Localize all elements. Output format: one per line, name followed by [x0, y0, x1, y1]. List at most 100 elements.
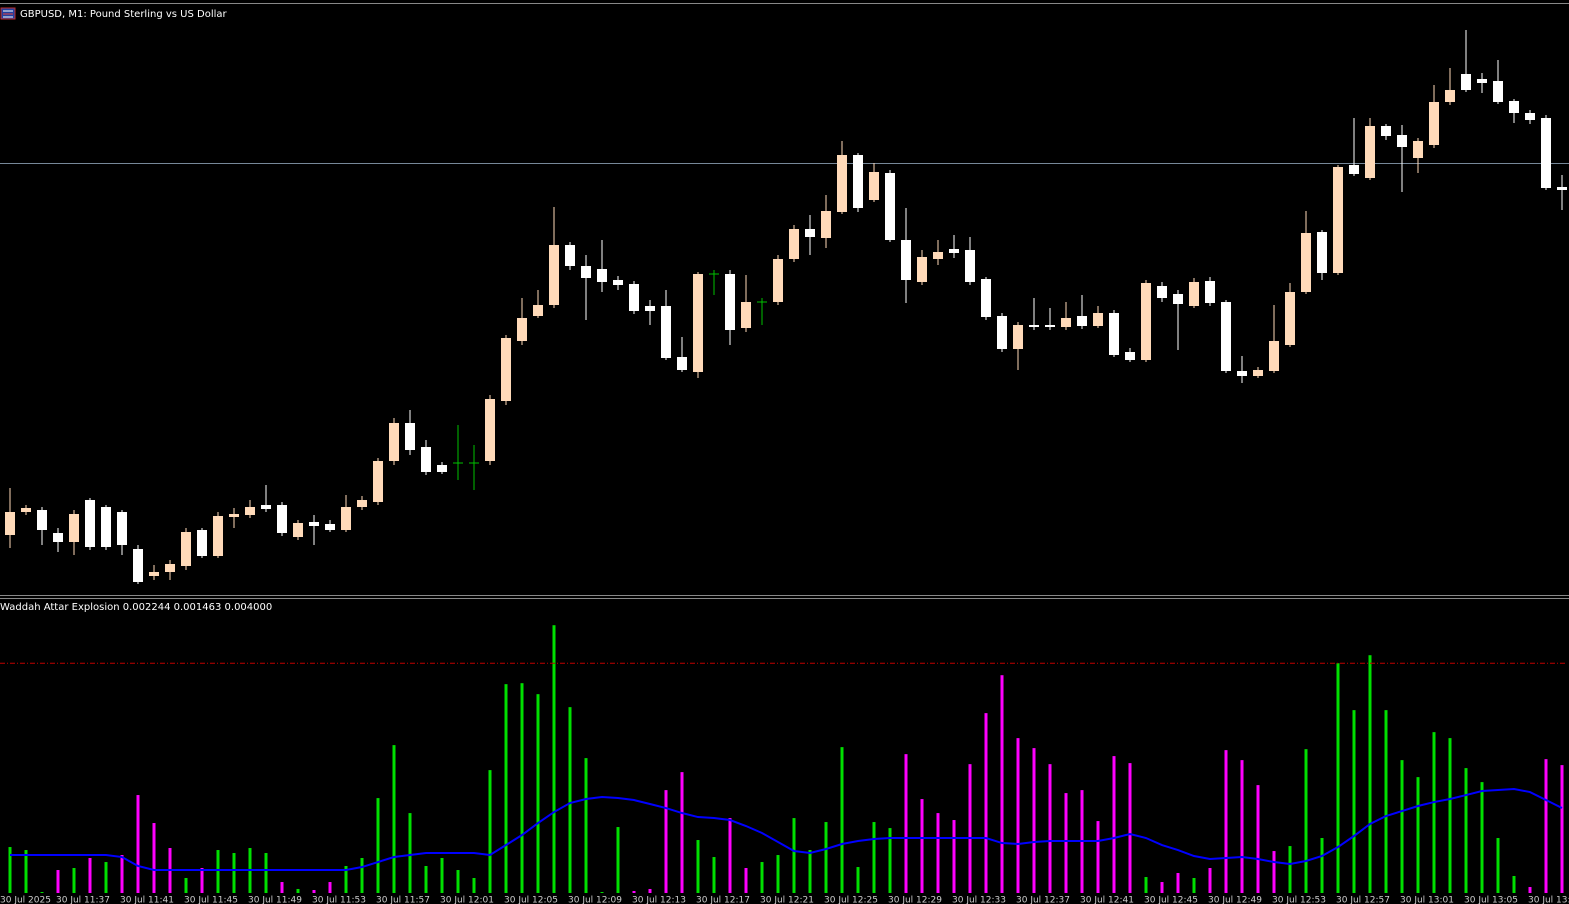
histogram-bar: [1512, 875, 1516, 893]
candle-body: [341, 507, 351, 530]
histogram-bar: [120, 855, 124, 893]
candle-body: [1285, 292, 1295, 345]
candle-body: [133, 549, 143, 582]
histogram-bar: [312, 890, 316, 893]
candle-body: [613, 280, 623, 285]
candle-body: [213, 516, 223, 556]
histogram-bar: [200, 868, 204, 893]
time-label: 30 Jul 11:37: [56, 896, 110, 904]
histogram-bar: [1272, 851, 1276, 893]
candle-body: [1477, 79, 1487, 83]
histogram-bar: [1464, 768, 1468, 893]
time-label: 30 Jul 13:09: [1528, 896, 1569, 904]
indicator-title: Waddah Attar Explosion 0.002244 0.001463…: [0, 602, 272, 613]
candle-body: [5, 512, 15, 535]
time-label: 30 Jul 12:21: [760, 896, 814, 904]
histogram-bar: [1160, 882, 1164, 893]
histogram-bar: [808, 850, 812, 893]
candle-body: [1445, 90, 1455, 102]
histogram-bar: [1192, 878, 1196, 893]
candle-body: [37, 510, 47, 530]
histogram-bar: [920, 799, 924, 893]
histogram-bar: [520, 683, 524, 893]
histogram-bar: [456, 870, 460, 893]
histogram-bar: [568, 707, 572, 893]
candle-body: [261, 505, 271, 509]
candle-body: [933, 252, 943, 259]
histogram-bar: [1352, 710, 1356, 893]
candle-body: [21, 508, 31, 512]
histogram-bar: [56, 870, 60, 893]
time-label: 30 Jul 12:45: [1144, 896, 1198, 904]
histogram-bar: [1208, 868, 1212, 893]
histogram-bar: [504, 684, 508, 893]
histogram-bar: [824, 822, 828, 893]
histogram-bar: [1416, 777, 1420, 893]
time-label: 30 Jul 13:01: [1400, 896, 1454, 904]
time-label: 30 Jul 12:53: [1272, 896, 1326, 904]
histogram-bar: [856, 867, 860, 893]
histogram-bar: [8, 847, 12, 893]
histogram-bar: [88, 858, 92, 893]
histogram-bar: [1144, 877, 1148, 893]
candle-body: [405, 423, 415, 450]
histogram-bar: [744, 868, 748, 893]
candle-body: [533, 305, 543, 316]
time-label: 30 Jul 12:13: [632, 896, 686, 904]
symbol-icon: [0, 7, 16, 20]
candle-body: [357, 500, 367, 507]
candle-body: [197, 530, 207, 556]
candle-body: [565, 245, 575, 266]
histogram-bar: [1304, 749, 1308, 893]
candle-body: [1461, 74, 1471, 90]
histogram-bar: [536, 694, 540, 893]
candle-body: [885, 173, 895, 240]
histogram-bar: [632, 890, 636, 893]
time-label: 30 Jul 11:49: [248, 896, 302, 904]
candle-body: [837, 155, 847, 212]
candle-body: [117, 512, 127, 545]
histogram-bar: [904, 754, 908, 893]
time-label: 30 Jul 12:05: [504, 896, 558, 904]
histogram-bar: [728, 818, 732, 893]
histogram-bar: [792, 818, 796, 893]
histogram-bar: [600, 892, 604, 893]
histogram-bar: [136, 795, 140, 893]
histogram-bar: [24, 850, 28, 893]
candle-body: [293, 523, 303, 537]
candle-body: [69, 514, 79, 542]
histogram-bar: [872, 822, 876, 893]
candle-body: [1221, 302, 1231, 371]
candle-body: [1125, 352, 1135, 360]
histogram-bar: [968, 764, 972, 893]
histogram-bar: [1256, 785, 1260, 893]
candle-body: [1077, 316, 1087, 326]
candle-body: [373, 461, 383, 502]
candle-body: [1429, 102, 1439, 145]
histogram-bar: [1064, 793, 1068, 893]
candle-body: [1269, 341, 1279, 371]
histogram-bar: [840, 747, 844, 893]
candle-body: [1189, 282, 1199, 306]
histogram-bar: [664, 790, 668, 893]
candle-body: [901, 240, 911, 280]
histogram-bar: [328, 882, 332, 893]
histogram-bar: [712, 857, 716, 893]
candle-body: [501, 338, 511, 401]
histogram-bar: [472, 878, 476, 893]
candle-body: [645, 306, 655, 311]
candle-body: [677, 357, 687, 370]
candle-body: [1253, 370, 1263, 376]
time-label: 30 Jul 12:41: [1080, 896, 1134, 904]
candle-body: [277, 505, 287, 533]
candle-body: [1333, 167, 1343, 273]
candle-body: [1301, 233, 1311, 292]
time-label: 30 Jul 12:09: [568, 896, 622, 904]
histogram-bar: [1000, 675, 1004, 893]
histogram-bar: [696, 840, 700, 893]
candle-body: [437, 465, 447, 472]
candle-body: [53, 533, 63, 542]
candle-body: [85, 500, 95, 547]
candle-body: [309, 522, 319, 526]
